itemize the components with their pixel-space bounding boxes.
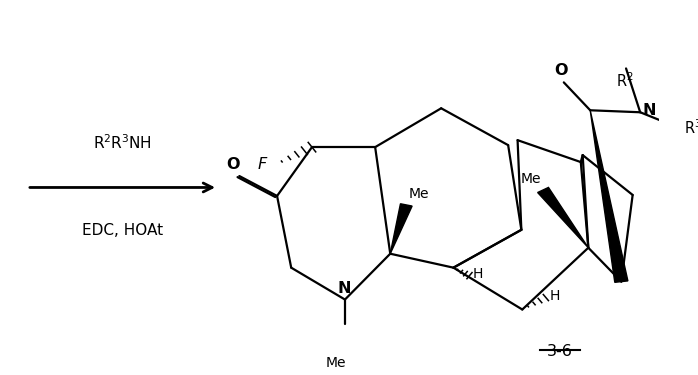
- Text: EDC, HOAt: EDC, HOAt: [82, 223, 163, 238]
- Polygon shape: [390, 204, 412, 254]
- Text: H: H: [549, 289, 560, 303]
- Text: R$^2$R$^3$NH: R$^2$R$^3$NH: [93, 133, 152, 152]
- Text: F: F: [257, 157, 267, 172]
- Polygon shape: [537, 188, 588, 248]
- Text: Me: Me: [521, 172, 541, 186]
- Text: O: O: [226, 156, 239, 171]
- Text: R$^2$: R$^2$: [616, 71, 634, 90]
- Text: Me: Me: [325, 356, 346, 370]
- Polygon shape: [591, 110, 628, 282]
- Text: Me: Me: [409, 187, 429, 201]
- Text: 3-6: 3-6: [547, 344, 573, 359]
- Text: N: N: [338, 281, 351, 296]
- Text: N: N: [642, 103, 655, 118]
- Text: O: O: [554, 63, 568, 78]
- Text: R$^3$: R$^3$: [684, 118, 698, 137]
- Text: H: H: [473, 267, 483, 281]
